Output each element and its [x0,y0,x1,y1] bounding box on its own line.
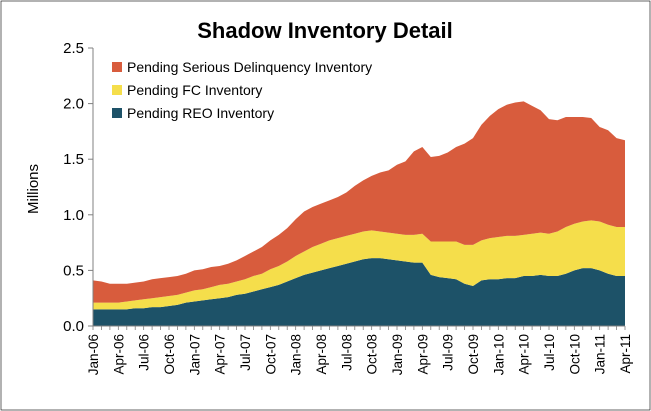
chart-title: Shadow Inventory Detail [197,18,453,43]
y-tick-label: 0.0 [63,318,84,335]
legend-swatch [112,85,122,95]
x-tick-label: Jul-10 [542,334,557,371]
legend-label: Pending REO Inventory [127,105,274,121]
x-tick-label: Jan-07 [187,334,202,375]
x-tick-label: Jul-07 [238,334,253,371]
y-tick-label: 0.5 [63,262,84,279]
axes-group: 0.0 0.5 1.0 1.5 2.0 2.5 Jan-06 Apr-06 Jul-06 Oct-… [63,40,633,375]
x-tick-label: Jul-08 [339,334,354,371]
x-tick-label: Oct-10 [567,334,582,375]
x-tick-label: Oct-06 [162,334,177,375]
y-tick-label: 2.5 [63,40,84,57]
area-series-pending-fc-inventory [93,220,625,310]
x-tick-label: Apr-06 [111,334,126,375]
x-tick-label: Jan-08 [289,334,304,375]
x-tick-label: Oct-08 [365,334,380,375]
x-tick-label: Jul-09 [441,334,456,371]
y-tick-label: 2.0 [63,96,84,113]
x-tick-label: Apr-07 [213,334,228,375]
area-series-pending-reo-inventory [93,258,625,326]
legend-label: Pending Serious Delinquency Inventory [127,59,372,75]
x-tick-label: Oct-09 [466,334,481,375]
x-tick-label: Apr-09 [415,334,430,375]
x-tick-label: Jan-06 [86,334,101,375]
x-tick-label: Apr-08 [314,334,329,375]
area-series-pending-serious-delinquency-inventory [93,101,625,303]
legend: Pending Serious Delinquency Inventory Pen… [112,59,372,121]
legend-label: Pending FC Inventory [127,82,262,98]
y-axis-label: Millions [25,164,42,214]
area-series-group [93,101,625,326]
x-tick-label: Jan-10 [491,334,506,375]
x-tick-label: Apr-10 [517,334,532,375]
x-tick-label: Jan-09 [390,334,405,375]
legend-swatch [112,62,122,72]
x-tick-label: Apr-11 [618,334,633,374]
x-tick-label: Oct-07 [263,334,278,375]
y-tick-label: 1.0 [63,207,84,224]
y-tick-label: 1.5 [63,151,84,168]
x-tick-label: Jul-06 [137,334,152,371]
legend-swatch [112,108,122,118]
x-tick-label: Jan-11 [593,334,608,374]
